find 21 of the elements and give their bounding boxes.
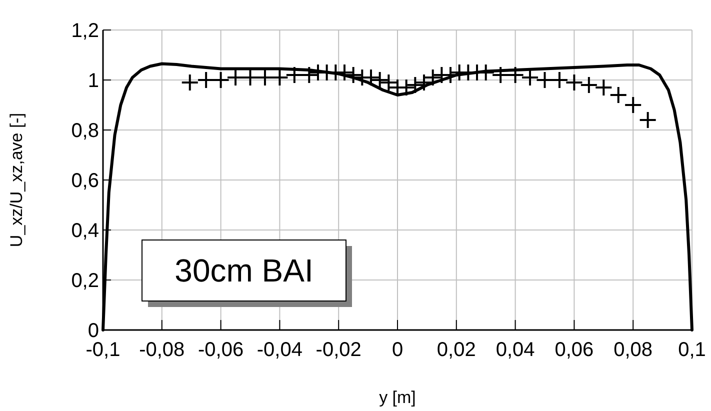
y-tick-label: 1 — [88, 70, 99, 92]
y-tick-label: 1,2 — [71, 20, 99, 42]
x-tick-label: -0,08 — [139, 339, 185, 361]
x-tick-label: 0,02 — [436, 339, 476, 361]
y-tick-label: 0,6 — [71, 170, 99, 192]
y-tick-label: 0,2 — [71, 270, 99, 292]
x-axis-title: y [m] — [379, 388, 416, 407]
y-tick-label: 0,8 — [71, 120, 99, 142]
y-tick-label: 0,4 — [71, 220, 99, 242]
y-axis-title: U_xz/U_xz,ave [-] — [7, 112, 26, 248]
y-tick-label: 0 — [88, 320, 99, 342]
x-tick-label: -0,04 — [256, 339, 302, 361]
x-tick-label: -0,02 — [316, 339, 362, 361]
x-tick-label: -0,1 — [86, 339, 120, 361]
x-tick-label: -0,06 — [198, 339, 244, 361]
x-tick-label: 0 — [392, 339, 404, 361]
x-tick-label: 0,04 — [496, 339, 535, 361]
x-tick-label: 0,06 — [554, 339, 594, 361]
x-tick-label: 0,08 — [614, 339, 653, 361]
x-tick-label: 0,1 — [678, 339, 706, 361]
annotation: 30cm BAI — [174, 252, 314, 288]
